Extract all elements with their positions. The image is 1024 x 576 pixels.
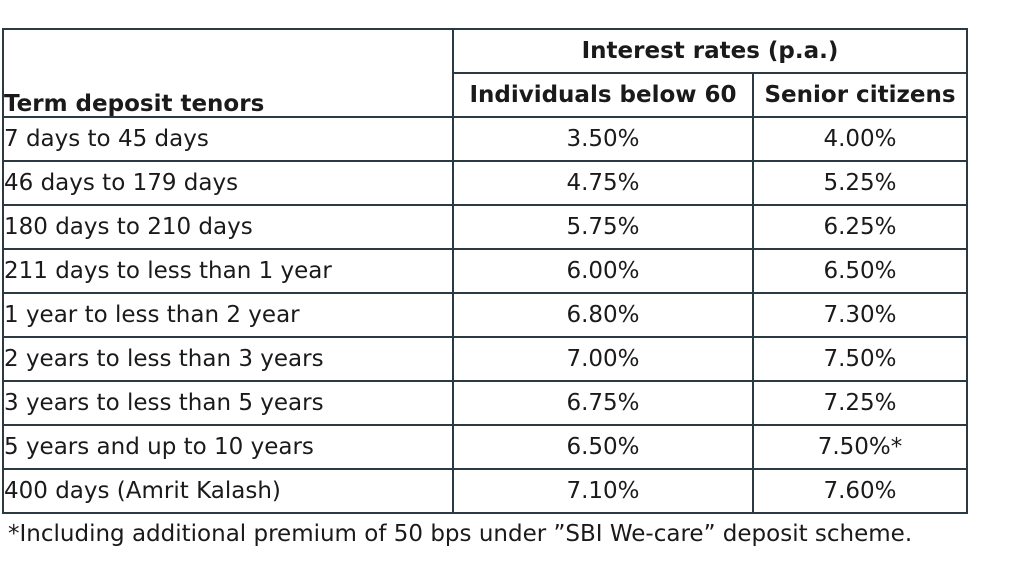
tenor-cell: 1 year to less than 2 year <box>2 292 454 338</box>
table-row: 5 years and up to 10 years 6.50% 7.50%* <box>2 424 969 470</box>
tenor-cell: 400 days (Amrit Kalash) <box>2 468 454 514</box>
individuals-rate-cell: 7.10% <box>452 468 754 514</box>
tenor-cell: 180 days to 210 days <box>2 204 454 250</box>
seniors-rate-cell: 5.25% <box>751 160 969 206</box>
tenor-cell: 46 days to 179 days <box>2 160 454 206</box>
tenor-cell: 2 years to less than 3 years <box>2 336 454 382</box>
individuals-rate-cell: 6.50% <box>452 424 754 470</box>
individuals-rate-cell: 6.75% <box>452 380 754 426</box>
table-row: 1 year to less than 2 year 6.80% 7.30% <box>2 292 969 338</box>
table-header-row: Term deposit tenors Interest rates (p.a.… <box>2 28 969 118</box>
interest-rates-group-header: Interest rates (p.a.) <box>451 28 969 74</box>
individuals-rate-cell: 3.50% <box>452 116 754 162</box>
seniors-rate-cell: 7.60% <box>751 468 969 514</box>
individuals-rate-cell: 7.00% <box>452 336 754 382</box>
table-row: 180 days to 210 days 5.75% 6.25% <box>2 204 969 250</box>
table-row: 3 years to less than 5 years 6.75% 7.25% <box>2 380 969 426</box>
seniors-rate-cell: 4.00% <box>751 116 969 162</box>
seniors-rate-cell: 7.50%* <box>751 424 969 470</box>
individuals-rate-cell: 6.00% <box>452 248 754 294</box>
seniors-rate-cell: 6.50% <box>751 248 969 294</box>
seniors-rate-cell: 7.30% <box>751 292 969 338</box>
table-row: 400 days (Amrit Kalash) 7.10% 7.60% <box>2 468 969 514</box>
table-row: 46 days to 179 days 4.75% 5.25% <box>2 160 969 206</box>
interest-rate-table: Term deposit tenors Interest rates (p.a.… <box>2 28 969 514</box>
table-row: 2 years to less than 3 years 7.00% 7.50% <box>2 336 969 382</box>
seniors-rate-cell: 6.25% <box>751 204 969 250</box>
seniors-column-header: Senior citizens <box>751 72 969 118</box>
tenor-cell: 7 days to 45 days <box>2 116 454 162</box>
individuals-rate-cell: 6.80% <box>452 292 754 338</box>
tenor-cell: 5 years and up to 10 years <box>2 424 454 470</box>
individuals-rate-cell: 4.75% <box>452 160 754 206</box>
tenor-cell: 3 years to less than 5 years <box>2 380 454 426</box>
individuals-rate-cell: 5.75% <box>452 204 754 250</box>
tenor-cell: 211 days to less than 1 year <box>2 248 454 294</box>
table-row: 7 days to 45 days 3.50% 4.00% <box>2 116 969 162</box>
table-subheader-row: Individuals below 60 Senior citizens <box>3 72 969 118</box>
tenor-column-header: Term deposit tenors <box>2 28 454 118</box>
footnote: *Including additional premium of 50 bps … <box>8 521 913 547</box>
seniors-rate-cell: 7.25% <box>751 380 969 426</box>
seniors-rate-cell: 7.50% <box>751 336 969 382</box>
individuals-column-header: Individuals below 60 <box>452 72 754 118</box>
table-row: 211 days to less than 1 year 6.00% 6.50% <box>2 248 969 294</box>
